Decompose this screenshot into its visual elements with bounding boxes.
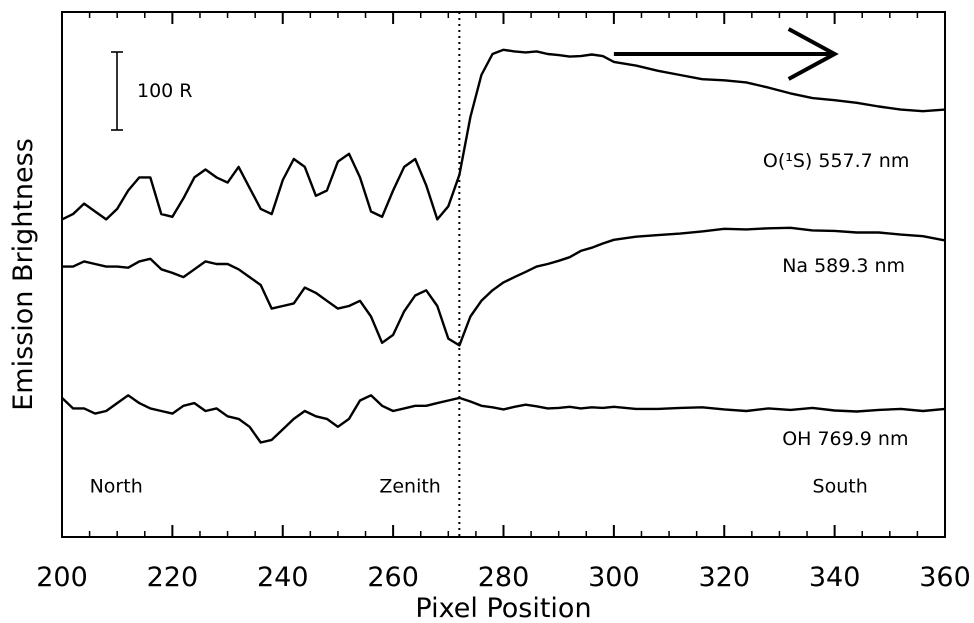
series-label-2: OH 769.9 nm	[782, 428, 908, 450]
series-group: O(¹S) 557.7 nm Na 589.3 nm OH 769.9 nm	[61, 48, 946, 450]
x-tick-label: 260	[367, 562, 419, 593]
series-line-1	[62, 226, 946, 347]
x-axis: 200 220 240 260 280 300 320 340 360	[36, 12, 971, 593]
x-tick-label: 200	[36, 562, 88, 593]
x-tick-label: 220	[147, 562, 199, 593]
series-line-2	[61, 394, 946, 444]
y-axis-title: Emission Brightness	[8, 138, 39, 411]
plot-area: 100 R O(¹S) 557.7 nm Na 589.3 nm OH 769.9 …	[61, 11, 946, 538]
region-label-south: South	[813, 475, 868, 497]
x-tick-label: 300	[588, 562, 640, 593]
region-label-zenith: Zenith	[379, 475, 441, 497]
scale-bar: 100 R	[111, 51, 193, 131]
series-label-0: O(¹S) 557.7 nm	[763, 150, 909, 172]
arrow-head	[787, 27, 839, 81]
x-tick-label: 320	[698, 562, 750, 593]
direction-arrow-icon	[613, 27, 839, 81]
x-tick-label: 280	[478, 562, 530, 593]
x-axis-title: Pixel Position	[415, 593, 591, 623]
scale-bar-label: 100 R	[137, 80, 193, 102]
x-tick-label: 360	[919, 562, 971, 593]
x-tick-label: 340	[809, 562, 861, 593]
series-label-1: Na 589.3 nm	[782, 255, 905, 277]
region-label-north: North	[90, 475, 143, 497]
annotation-group: North Zenith South	[90, 475, 868, 497]
series-line-0	[61, 48, 946, 221]
x-tick-label: 240	[257, 562, 309, 593]
